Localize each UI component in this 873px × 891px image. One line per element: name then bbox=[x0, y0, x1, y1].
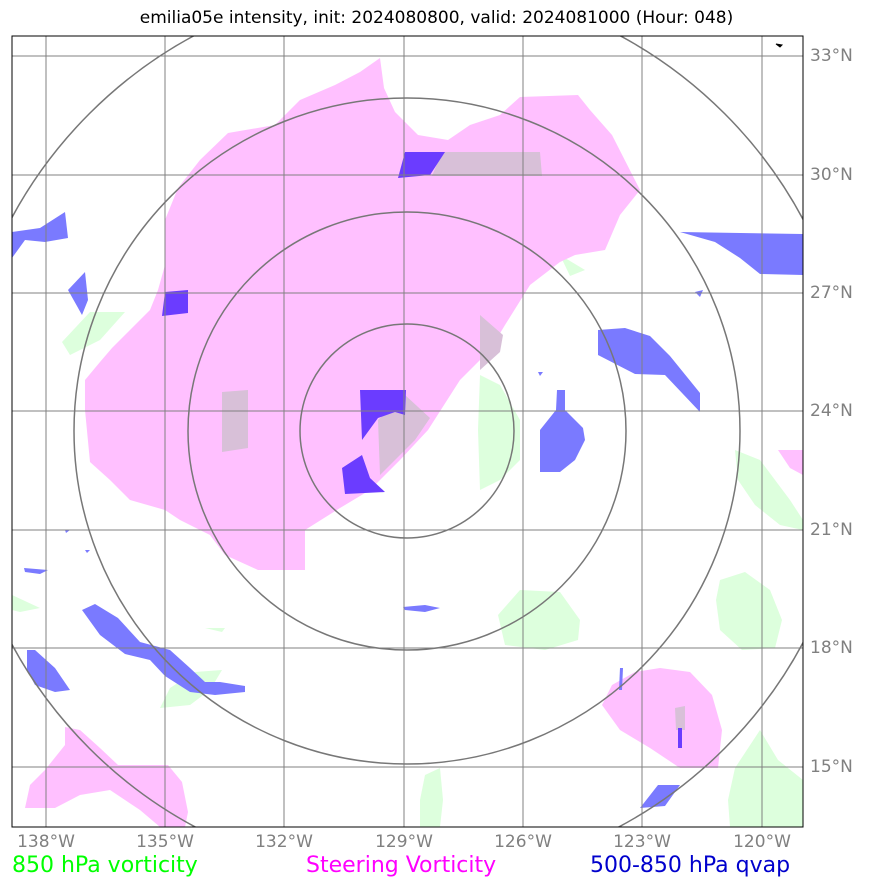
steering-vorticity-area bbox=[602, 668, 722, 768]
lon-tick-label: 135°W bbox=[136, 832, 194, 852]
vorticity-area bbox=[735, 450, 803, 530]
vorticity-area bbox=[62, 312, 125, 355]
lat-tick-label: 33°N bbox=[810, 46, 853, 66]
moisture-field bbox=[12, 212, 803, 808]
lon-tick-label: 129°W bbox=[375, 832, 433, 852]
vorticity-area bbox=[728, 730, 803, 827]
qvap-area bbox=[65, 530, 70, 533]
range-ring bbox=[299, 323, 515, 539]
qvap-overlap-area bbox=[398, 152, 445, 178]
lon-tick-label: 126°W bbox=[494, 832, 552, 852]
qvap-area bbox=[640, 785, 680, 808]
map-frame bbox=[11, 35, 804, 828]
qvap-area bbox=[540, 390, 585, 472]
steering-vorticity-area bbox=[25, 727, 188, 827]
qvap-area bbox=[403, 605, 440, 612]
lat-tick-label: 18°N bbox=[810, 638, 853, 658]
legend-850-hpa-vorticity: 850 hPa vorticity bbox=[12, 853, 198, 878]
overlap-area bbox=[432, 152, 542, 176]
legend-steering-vorticity: Steering Vorticity bbox=[306, 853, 497, 878]
vorticity-area bbox=[205, 628, 225, 632]
range-ring bbox=[73, 97, 741, 765]
qvap-overlap-area bbox=[342, 455, 385, 494]
overlap-area bbox=[222, 390, 248, 452]
vorticity-area bbox=[716, 572, 782, 650]
qvap-area bbox=[27, 650, 70, 692]
qvap-area bbox=[598, 328, 700, 412]
qvap-area bbox=[82, 604, 245, 695]
graticule bbox=[12, 36, 803, 827]
qvap-area bbox=[538, 372, 543, 376]
map-title: emilia05e intensity, init: 2024080800, v… bbox=[139, 8, 734, 28]
lat-tick-label: 24°N bbox=[810, 401, 853, 421]
qvap-area bbox=[85, 550, 90, 553]
range-ring bbox=[187, 211, 627, 651]
qvap-overlap-area bbox=[162, 290, 188, 316]
qvap-overlap-area bbox=[678, 728, 682, 748]
lat-tick-label: 15°N bbox=[810, 757, 853, 777]
vorticity-area bbox=[12, 595, 40, 612]
qvap-overlap-area bbox=[360, 390, 406, 440]
lon-tick-label: 132°W bbox=[255, 832, 313, 852]
lat-tick-label: 30°N bbox=[810, 165, 853, 185]
qvap-overlap-field bbox=[162, 152, 682, 748]
qvap-area bbox=[24, 568, 48, 574]
vorticity-area bbox=[420, 768, 443, 827]
overlap-area bbox=[480, 315, 503, 370]
lon-tick-label: 138°W bbox=[17, 832, 75, 852]
vorticity-area bbox=[498, 590, 580, 650]
overlap-area bbox=[675, 706, 685, 730]
range-rings bbox=[12, 36, 803, 827]
coastline-fragment bbox=[775, 43, 784, 48]
qvap-area bbox=[12, 212, 68, 258]
lon-tick-label: 123°W bbox=[613, 832, 671, 852]
lon-tick-label: 120°W bbox=[733, 832, 791, 852]
legend-qvap: 500-850 hPa qvap bbox=[590, 853, 791, 878]
steering-vorticity-area bbox=[778, 450, 803, 475]
qvap-area bbox=[680, 232, 803, 275]
lat-tick-label: 21°N bbox=[810, 520, 853, 540]
lat-tick-label: 27°N bbox=[810, 283, 853, 303]
vorticity-area bbox=[560, 255, 585, 276]
